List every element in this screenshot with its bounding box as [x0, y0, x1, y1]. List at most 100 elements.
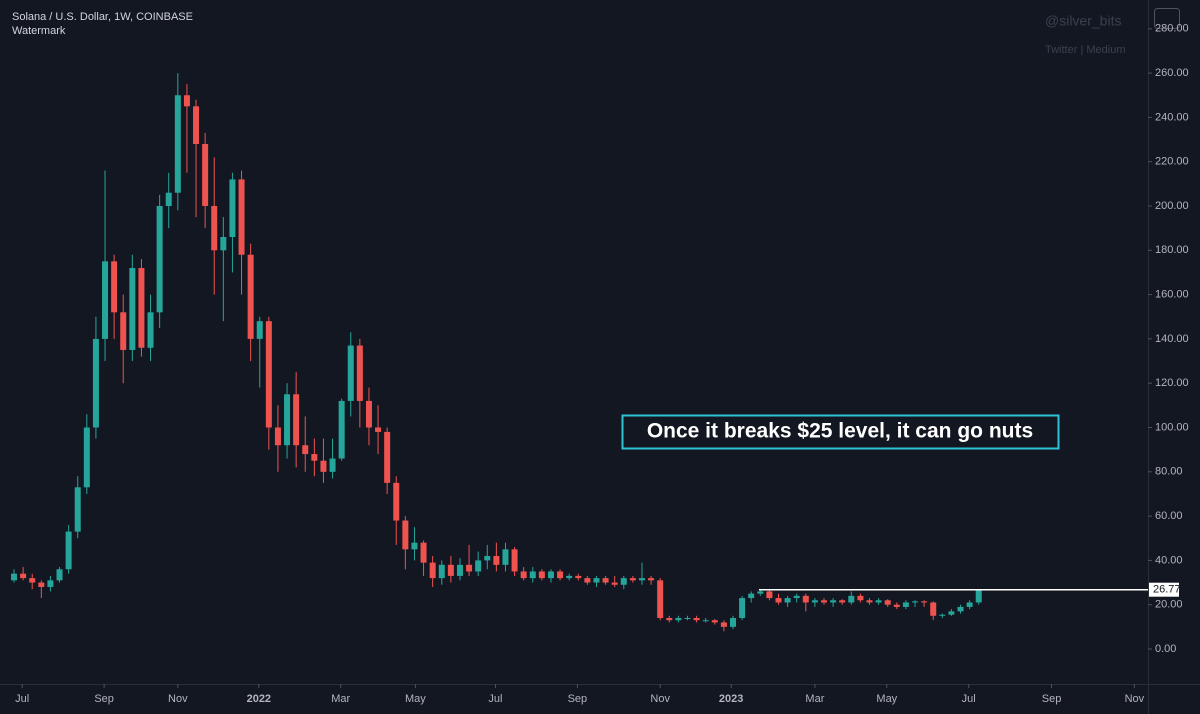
candle-body	[429, 562, 436, 579]
candle-body	[102, 261, 109, 339]
candle-body	[65, 531, 72, 570]
candle-body	[739, 598, 746, 618]
candle-body	[848, 595, 855, 603]
candle-body	[211, 205, 218, 251]
watermark-sub: Twitter | Medium	[1045, 44, 1126, 56]
candle-body	[138, 268, 145, 348]
x-tick-label: Sep	[94, 693, 114, 705]
candle-body	[784, 598, 791, 603]
x-tick-label: Jul	[962, 693, 976, 705]
x-tick-label: Mar	[805, 693, 824, 705]
candle-body	[156, 205, 163, 313]
candle-body	[866, 600, 873, 603]
candle-body	[811, 600, 818, 603]
candle-body	[520, 571, 527, 579]
y-tick-label: 120.00	[1155, 377, 1189, 389]
candle-body	[939, 614, 946, 616]
price-label-box	[1149, 582, 1179, 597]
candle-body	[884, 600, 891, 605]
chart-title: Solana / U.S. Dollar, 1W, COINBASE	[12, 11, 193, 23]
x-tick-label: May	[405, 693, 426, 705]
y-tick-label: 80.00	[1155, 466, 1183, 478]
candle-body	[92, 338, 99, 428]
candle-body	[529, 571, 536, 579]
settings-button[interactable]	[1154, 8, 1180, 29]
candle-body	[265, 321, 272, 428]
candle-body	[220, 237, 227, 251]
candle-body	[165, 192, 172, 206]
x-tick-label: May	[876, 693, 897, 705]
candle-body	[247, 254, 254, 339]
candle-body	[830, 600, 837, 603]
candle-body	[875, 600, 882, 603]
y-tick-label: 0.00	[1155, 643, 1176, 655]
candle-body	[493, 555, 500, 565]
candle-body	[193, 106, 200, 144]
candle-body	[202, 143, 209, 206]
y-tick-label: 140.00	[1155, 333, 1189, 345]
candle-body	[402, 520, 409, 550]
y-tick-label: 240.00	[1155, 111, 1189, 123]
candle-body	[893, 604, 900, 607]
x-tick-label: Nov	[1125, 693, 1145, 705]
x-tick-label: 2022	[247, 693, 271, 705]
candle-body	[120, 312, 127, 350]
candle-body	[629, 578, 636, 581]
price-label: 26.77	[1153, 584, 1181, 596]
candle-body	[56, 569, 63, 581]
candle-body	[329, 458, 336, 472]
candle-body	[320, 460, 327, 472]
watermark: @silver_bits	[1045, 13, 1121, 29]
candle-body	[475, 560, 482, 572]
candle-body	[29, 578, 36, 583]
candle-body	[793, 595, 800, 599]
x-tick-label: Jul	[488, 693, 502, 705]
candle-body	[711, 620, 718, 623]
candle-body	[602, 578, 609, 583]
candle-body	[902, 602, 909, 607]
candle-body	[775, 598, 782, 603]
candle-body	[438, 564, 445, 579]
x-tick-label: Sep	[1042, 693, 1062, 705]
candle-body	[511, 549, 518, 572]
candle-body	[547, 571, 554, 579]
candle-body	[484, 555, 491, 561]
candle-body	[111, 261, 118, 313]
candle-body	[174, 95, 181, 193]
x-tick-label: Sep	[568, 693, 588, 705]
candle-body	[466, 564, 473, 572]
candle-body	[229, 179, 236, 238]
plot-area	[11, 73, 1148, 632]
candle-body	[38, 582, 45, 587]
candle-body	[975, 589, 982, 603]
candle-body	[238, 179, 245, 255]
candle-body	[729, 617, 736, 627]
candle-body	[347, 345, 354, 401]
candle-body	[393, 482, 400, 521]
x-tick-label: Jul	[15, 693, 29, 705]
candle-body	[411, 542, 418, 550]
y-tick-label: 40.00	[1155, 554, 1183, 566]
y-tick-label: 260.00	[1155, 67, 1189, 79]
candle-body	[256, 321, 263, 339]
candle-body	[657, 580, 664, 618]
candle-body	[384, 431, 391, 483]
candle-body	[675, 617, 682, 621]
candle-body	[338, 400, 345, 459]
candle-body	[684, 617, 691, 619]
x-tick-label: Mar	[331, 693, 350, 705]
x-tick-label: Nov	[168, 693, 188, 705]
candle-body	[921, 601, 928, 603]
candle-body	[147, 312, 154, 348]
candle-body	[966, 602, 973, 607]
candle-body	[857, 595, 864, 601]
candle-body	[638, 578, 645, 581]
candle-body	[766, 591, 773, 599]
candle-body	[748, 593, 755, 599]
y-tick-label: 20.00	[1155, 599, 1183, 611]
candle-body	[620, 578, 627, 585]
y-tick-label: 180.00	[1155, 244, 1189, 256]
candle-body	[74, 487, 81, 532]
candle-body	[693, 617, 700, 621]
